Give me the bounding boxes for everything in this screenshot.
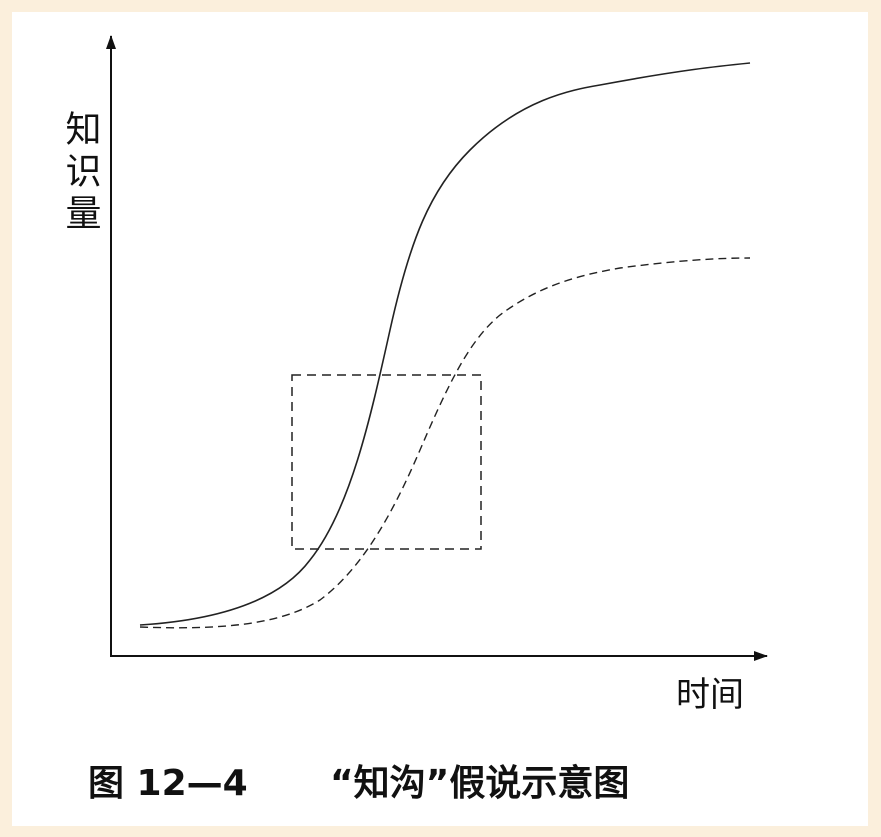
x-axis-label: 时间: [676, 675, 744, 715]
low-ses-curve: [139, 257, 751, 629]
caption-number: 图 12—4: [88, 763, 248, 804]
focus-box: [291, 374, 482, 550]
y-axis-label: 知识量: [60, 110, 101, 236]
panel: [12, 12, 868, 826]
caption-title: “知沟”假说示意图: [330, 763, 629, 804]
high-ses-curve: [139, 62, 751, 626]
